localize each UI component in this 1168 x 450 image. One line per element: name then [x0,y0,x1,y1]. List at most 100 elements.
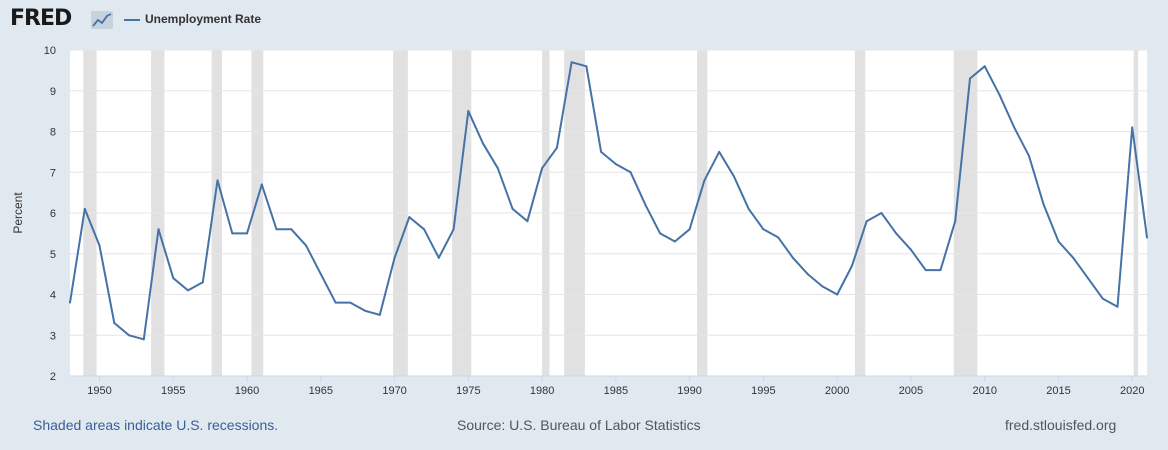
data-point[interactable] [83,207,86,210]
data-point[interactable] [1013,126,1016,129]
data-point[interactable] [747,207,750,210]
data-point[interactable] [732,175,735,178]
data-point[interactable] [821,285,824,288]
recession-note: Shaded areas indicate U.S. recessions. [33,417,279,433]
data-point[interactable] [614,163,617,166]
data-point[interactable] [895,232,898,235]
data-point[interactable] [69,301,71,304]
data-point[interactable] [541,167,544,170]
data-point[interactable] [216,179,219,182]
data-point[interactable] [319,273,322,276]
x-tick-label: 2000 [825,385,849,397]
line-chart-icon [91,11,113,29]
source-note: Source: U.S. Bureau of Labor Statistics [457,417,701,433]
data-point[interactable] [452,228,455,231]
data-point[interactable] [806,273,809,276]
legend-label[interactable]: Unemployment Rate [145,12,262,26]
data-point[interactable] [791,256,794,259]
data-point[interactable] [865,220,868,223]
fred-logo[interactable]: FRED [10,6,72,31]
data-point[interactable] [526,220,529,223]
x-tick-label: 2015 [1046,385,1070,397]
y-tick-label: 2 [50,371,56,383]
data-point[interactable] [349,301,352,304]
data-point[interactable] [290,228,293,231]
x-tick-label: 1965 [309,385,333,397]
data-point[interactable] [496,167,499,170]
data-point[interactable] [142,338,145,341]
data-point[interactable] [378,313,381,316]
data-point[interactable] [246,232,249,235]
data-point[interactable] [364,309,367,312]
data-point[interactable] [1072,256,1075,259]
data-point[interactable] [128,334,131,337]
x-tick-label: 1995 [751,385,775,397]
data-point[interactable] [437,256,440,259]
data-point[interactable] [968,77,971,80]
data-point[interactable] [1042,203,1045,206]
y-tick-label: 8 [50,127,56,139]
series-line[interactable] [69,61,1148,341]
y-tick-label: 10 [44,45,56,57]
y-tick-label: 7 [50,167,56,179]
legend-swatch [124,19,140,21]
x-tick-label: 2010 [972,385,996,397]
data-point[interactable] [275,228,278,231]
data-point[interactable] [157,228,160,231]
data-point[interactable] [334,301,337,304]
data-point[interactable] [762,228,765,231]
data-point[interactable] [924,269,927,272]
data-point[interactable] [187,289,190,292]
y-tick-label: 4 [50,290,56,302]
x-tick-label: 1970 [382,385,406,397]
data-point[interactable] [393,256,396,259]
x-tick-label: 2005 [899,385,923,397]
data-point[interactable] [1027,154,1030,157]
data-point[interactable] [939,269,942,272]
data-point[interactable] [98,244,101,247]
data-point[interactable] [644,203,647,206]
data-point[interactable] [172,277,175,280]
data-point[interactable] [659,232,662,235]
data-point[interactable] [201,281,204,284]
data-point[interactable] [880,212,883,214]
data-point[interactable] [1086,277,1089,280]
data-point[interactable] [983,65,986,68]
x-tick-label: 1985 [604,385,628,397]
data-point[interactable] [703,179,706,182]
data-point[interactable] [909,248,912,251]
data-point[interactable] [260,183,263,186]
y-tick-label: 3 [50,330,56,342]
data-point[interactable] [408,216,411,219]
data-point[interactable] [1116,305,1119,308]
data-point[interactable] [777,236,780,239]
data-point[interactable] [231,232,234,235]
x-tick-label: 1990 [677,385,701,397]
data-point[interactable] [423,228,426,231]
data-point[interactable] [1146,236,1148,239]
data-point[interactable] [305,244,308,247]
data-point[interactable] [467,110,470,113]
x-tick-label: 2020 [1120,385,1144,397]
data-point[interactable] [1131,126,1134,129]
data-point[interactable] [673,240,676,243]
data-point[interactable] [629,171,632,174]
data-point[interactable] [511,207,514,210]
data-point[interactable] [1101,297,1104,300]
data-point[interactable] [850,264,853,267]
data-point[interactable] [954,220,957,223]
data-point[interactable] [113,322,116,325]
data-point[interactable] [718,150,721,153]
data-point[interactable] [998,93,1001,96]
data-point[interactable] [600,150,603,153]
data-point[interactable] [555,146,558,149]
data-point[interactable] [836,293,839,296]
site-link[interactable]: fred.stlouisfed.org [1005,417,1117,433]
x-tick-label: 1960 [235,385,259,397]
data-point[interactable] [1057,240,1060,243]
data-point[interactable] [688,228,691,231]
data-point[interactable] [570,61,573,64]
data-point[interactable] [585,65,588,68]
data-point[interactable] [482,142,485,145]
y-tick-label: 5 [50,249,56,261]
